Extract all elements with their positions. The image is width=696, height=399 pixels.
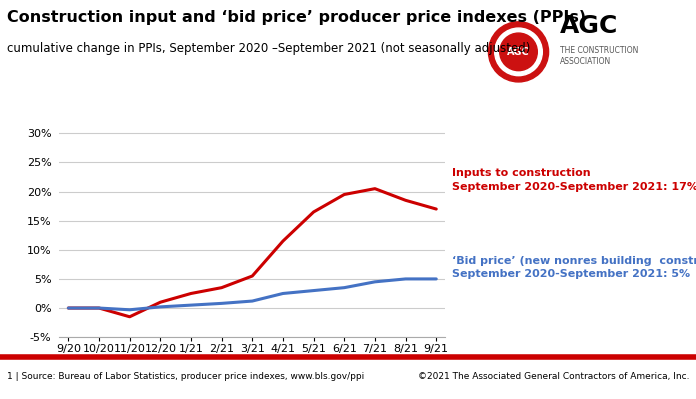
Text: ©2021 The Associated General Contractors of America, Inc.: ©2021 The Associated General Contractors… [418,372,689,381]
Circle shape [500,33,537,71]
Text: AGC: AGC [507,47,530,57]
Circle shape [495,28,542,76]
Text: Construction input and ‘bid price’ producer price indexes (PPIs): Construction input and ‘bid price’ produ… [7,10,586,25]
Text: Inputs to construction
September 2020-September 2021: 17%: Inputs to construction September 2020-Se… [452,168,696,192]
Text: 1 | Source: Bureau of Labor Statistics, producer price indexes, www.bls.gov/ppi: 1 | Source: Bureau of Labor Statistics, … [7,372,364,381]
Text: cumulative change in PPIs, September 2020 –September 2021 (not seasonally adjust: cumulative change in PPIs, September 202… [7,42,530,55]
Text: THE CONSTRUCTION
ASSOCIATION: THE CONSTRUCTION ASSOCIATION [560,46,639,66]
Text: AGC: AGC [560,14,619,38]
Circle shape [489,22,548,82]
Text: ‘Bid price’ (new nonres building  construction)
September 2020-September 2021: 5: ‘Bid price’ (new nonres building constru… [452,256,696,279]
